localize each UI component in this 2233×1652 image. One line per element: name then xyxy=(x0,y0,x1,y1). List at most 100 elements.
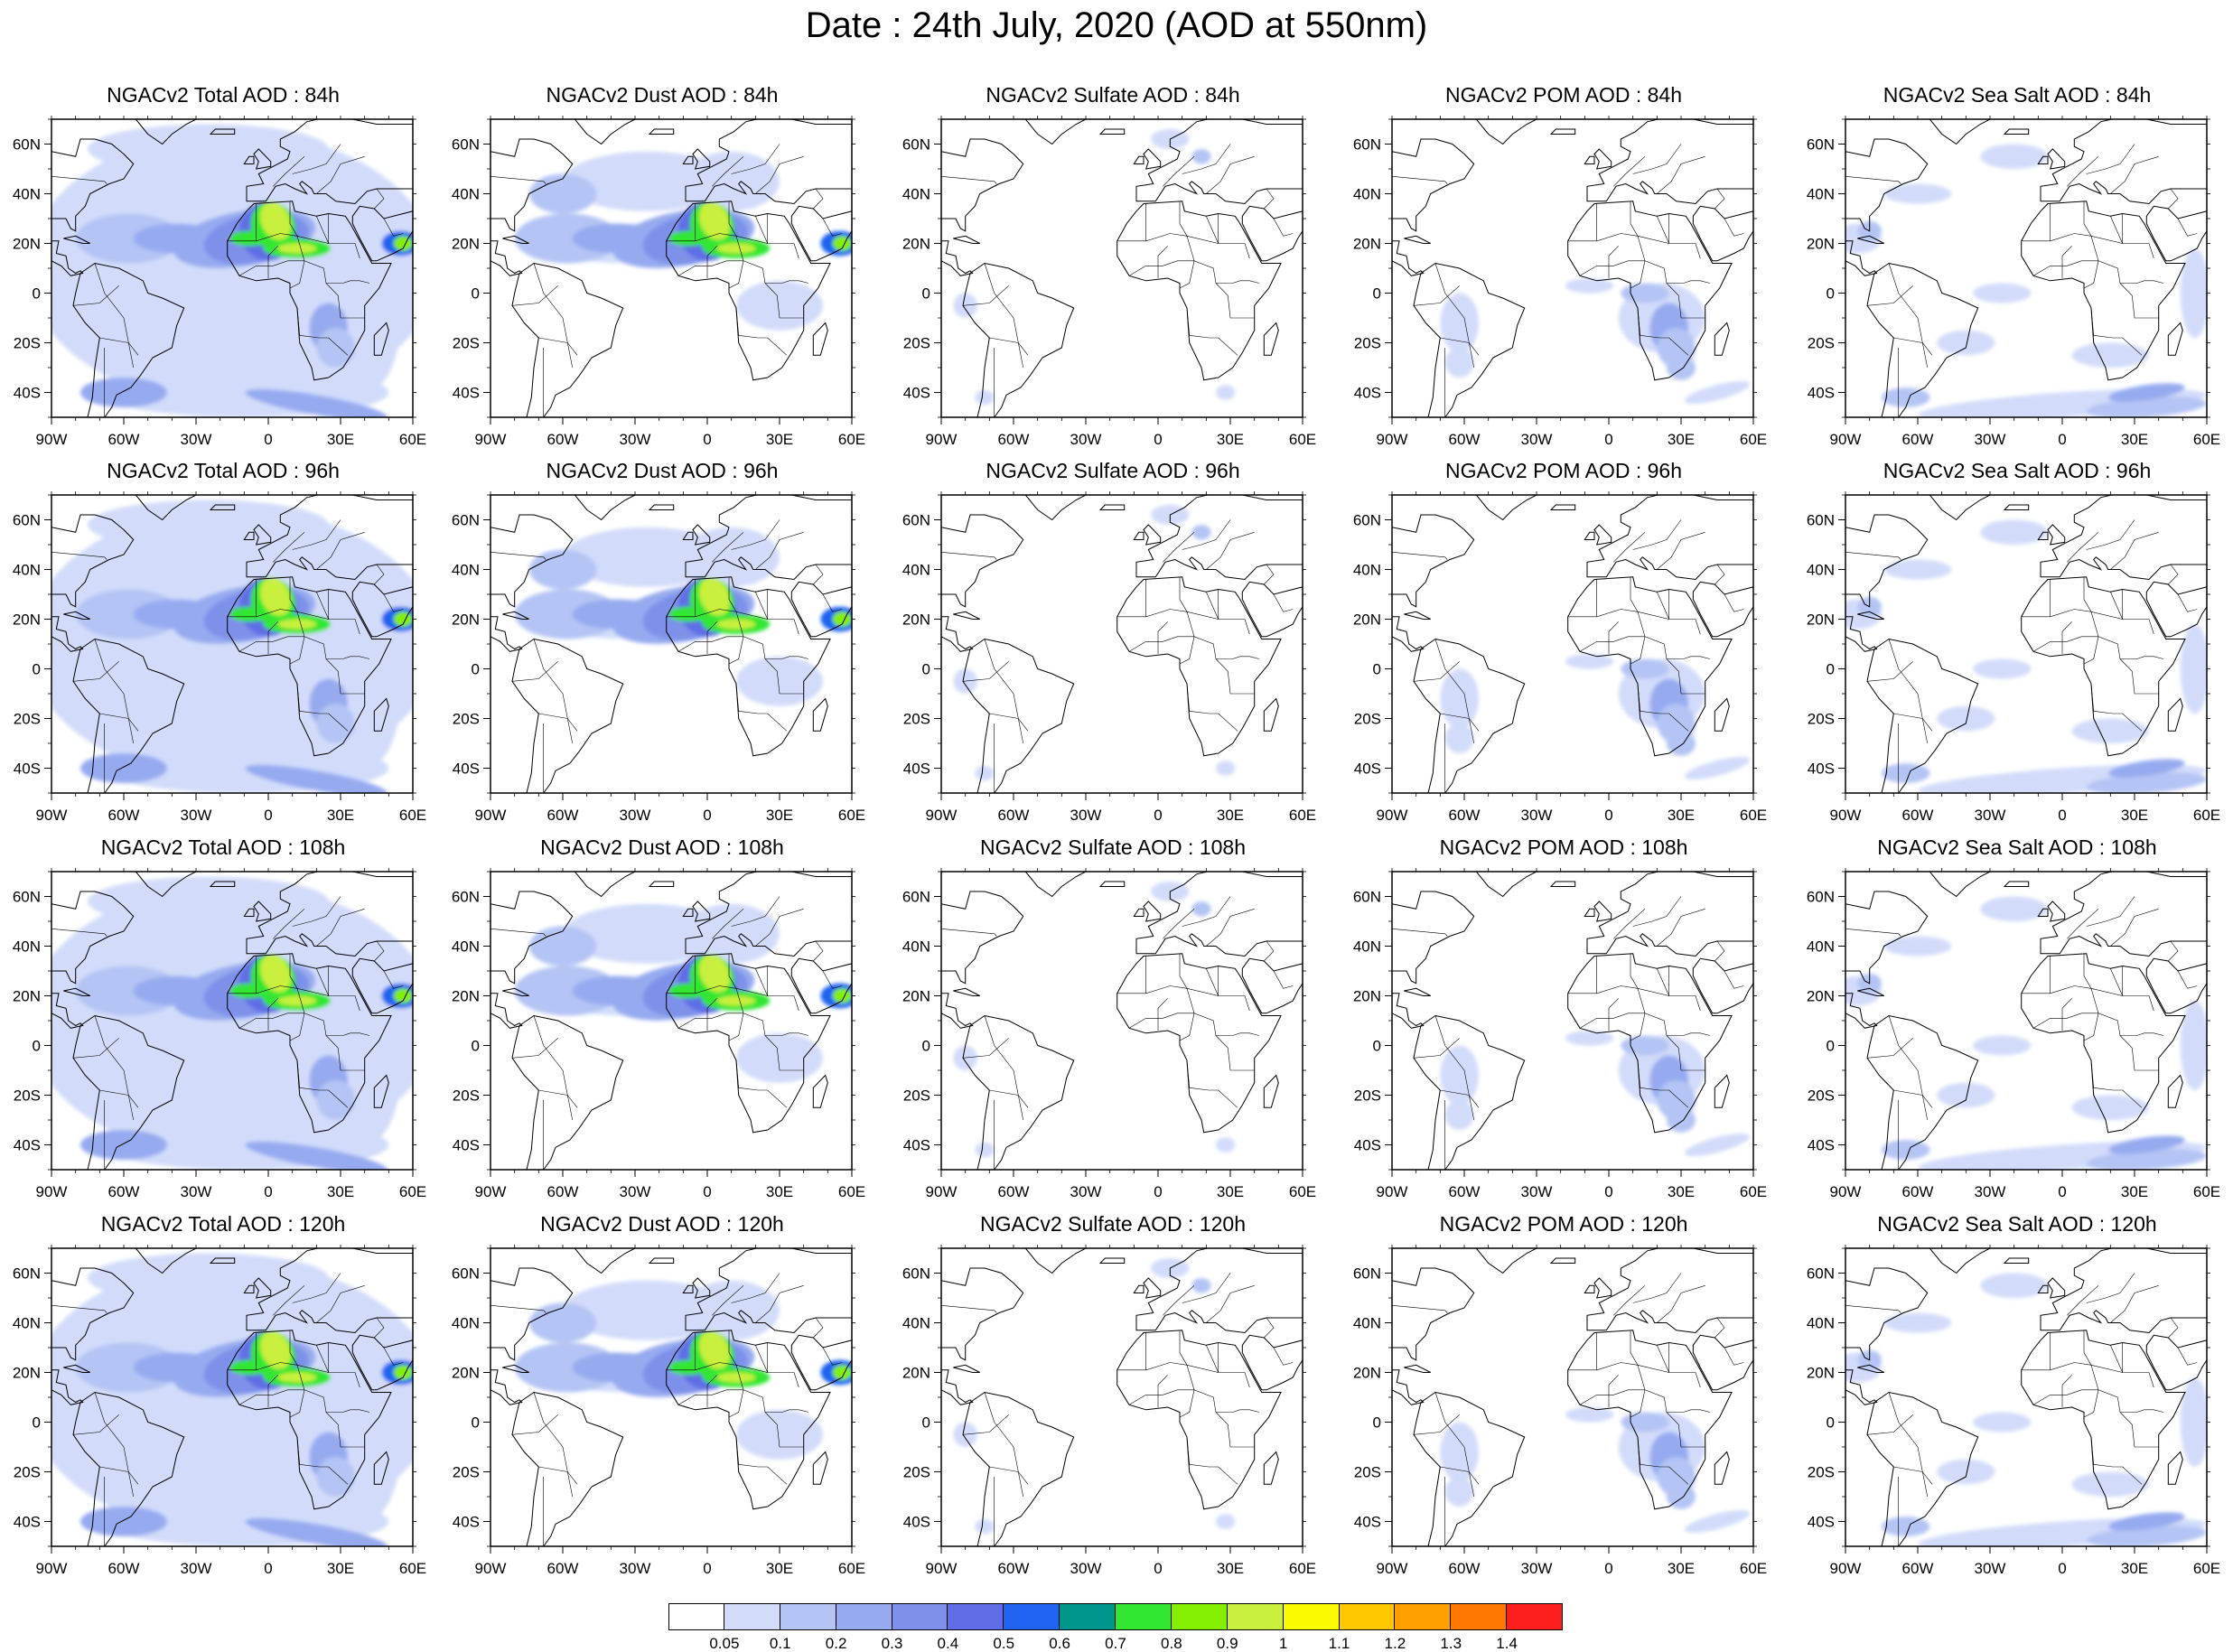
country-border xyxy=(1613,1285,1646,1316)
lat-tick-label: 20N xyxy=(1353,236,1381,253)
country-border xyxy=(666,1342,769,1373)
lat-tick-label: 0 xyxy=(922,1038,930,1055)
country-border xyxy=(666,589,769,620)
coastline xyxy=(1392,993,1425,1029)
coastline xyxy=(1567,953,1733,1134)
coastline xyxy=(2040,1248,2207,1334)
lon-tick-label: 30W xyxy=(1975,1183,2006,1200)
coastline xyxy=(2037,908,2049,917)
coastline xyxy=(962,1014,1075,1170)
lat-tick-label: 20S xyxy=(453,1464,480,1481)
aod-contour xyxy=(975,389,995,406)
country-border xyxy=(491,1305,547,1313)
aod-field xyxy=(491,1248,852,1546)
country-border xyxy=(1157,1375,1168,1407)
coastline xyxy=(1586,872,1753,957)
colorbar-label: 0.8 xyxy=(1161,1635,1182,1652)
country-border xyxy=(292,144,341,174)
country-border xyxy=(2177,218,2198,237)
aod-contour xyxy=(1937,330,1995,356)
lat-tick-label: 40S xyxy=(1354,385,1381,402)
lat-tick-label: 20N xyxy=(1807,611,1835,629)
country-border xyxy=(1567,589,1670,620)
lat-tick-label: 40S xyxy=(903,1514,930,1531)
lat-tick-label: 20N xyxy=(13,611,41,629)
country-border xyxy=(2083,1330,2092,1366)
coastline xyxy=(2047,901,2066,922)
coastline xyxy=(2040,119,2207,205)
country-border xyxy=(1579,260,1645,276)
lat-tick-label: 20N xyxy=(13,236,41,253)
lat-tick-label: 20S xyxy=(1354,711,1381,728)
aod-contour xyxy=(259,577,292,616)
country-border xyxy=(374,1317,385,1339)
coastline xyxy=(72,638,185,793)
lat-tick-label: 20S xyxy=(14,1464,41,1481)
lon-tick-label: 30W xyxy=(1070,807,1102,824)
country-border xyxy=(1657,156,1705,194)
country-border xyxy=(728,1330,737,1366)
country-border xyxy=(677,636,743,652)
coastline xyxy=(1866,638,1979,793)
lat-tick-label: 40S xyxy=(1354,761,1381,778)
coastline xyxy=(511,1391,624,1546)
country-border xyxy=(1182,144,1231,174)
lat-tick-label: 40S xyxy=(1808,761,1835,778)
panel-title: NGACv2 Dust AOD : 84h xyxy=(546,83,779,107)
coastline xyxy=(2003,881,2030,887)
coastline xyxy=(2037,531,2049,540)
country-border xyxy=(813,1317,824,1339)
country-border xyxy=(1724,970,1744,989)
country-border xyxy=(316,532,365,570)
coastline xyxy=(692,901,711,922)
lat-tick-label: 20S xyxy=(14,1087,41,1105)
coastline xyxy=(790,581,852,638)
country-border xyxy=(1579,636,1645,652)
lon-tick-label: 60E xyxy=(1289,431,1316,448)
lon-tick-label: 60E xyxy=(1740,1560,1767,1577)
coastline xyxy=(1404,1364,1431,1373)
colorbar-label: 0.9 xyxy=(1216,1635,1238,1652)
aod-contour xyxy=(2071,718,2149,744)
aod-contour xyxy=(1191,1278,1211,1293)
country-border xyxy=(813,564,824,585)
map-panel: NGACv2 Total AOD : 84h 90W 60W 30W 0 30E 60E 60… xyxy=(6,81,440,457)
lon-tick-label: 30E xyxy=(766,807,793,824)
lon-tick-label: 30E xyxy=(2121,807,2148,824)
coastline xyxy=(1241,957,1303,1014)
lat-tick-label: 0 xyxy=(1373,1038,1381,1055)
coastline xyxy=(1475,872,1537,898)
lat-tick-label: 0 xyxy=(1827,1038,1835,1055)
country-border xyxy=(755,216,768,244)
country-border xyxy=(2067,909,2099,939)
country-border xyxy=(1264,564,1275,585)
lat-tick-label: 40N xyxy=(452,1315,480,1332)
lon-tick-label: 60W xyxy=(547,807,579,824)
lon-tick-label: 30E xyxy=(1668,431,1695,448)
lat-tick-label: 40S xyxy=(1808,1514,1835,1531)
lon-tick-label: 0 xyxy=(703,431,711,448)
lat-tick-label: 20N xyxy=(13,1365,41,1382)
coastline xyxy=(63,611,90,620)
lon-tick-label: 60W xyxy=(547,1560,579,1577)
country-border xyxy=(1163,909,1195,939)
coastline xyxy=(51,240,84,276)
country-border xyxy=(2086,144,2135,174)
lat-tick-label: 40N xyxy=(902,938,930,956)
coastline xyxy=(2037,1284,2049,1293)
aod-contour xyxy=(1883,936,1952,957)
aod-contour xyxy=(668,230,707,247)
country-border xyxy=(1657,1285,1705,1323)
country-border xyxy=(296,236,370,284)
country-border xyxy=(1163,156,1195,187)
country-border xyxy=(316,909,365,947)
country-border xyxy=(822,970,843,989)
lat-tick-label: 60N xyxy=(1807,136,1835,154)
lat-tick-label: 40S xyxy=(1808,385,1835,402)
aod-contour xyxy=(528,926,597,966)
country-border xyxy=(1264,1317,1275,1339)
country-border xyxy=(1440,1466,1474,1498)
lon-tick-label: 60W xyxy=(1902,1183,1934,1200)
country-border xyxy=(728,953,737,989)
lat-tick-label: 60N xyxy=(13,1265,41,1283)
